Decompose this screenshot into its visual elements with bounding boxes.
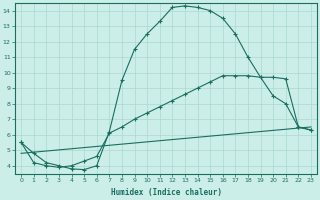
X-axis label: Humidex (Indice chaleur): Humidex (Indice chaleur)	[110, 188, 221, 197]
